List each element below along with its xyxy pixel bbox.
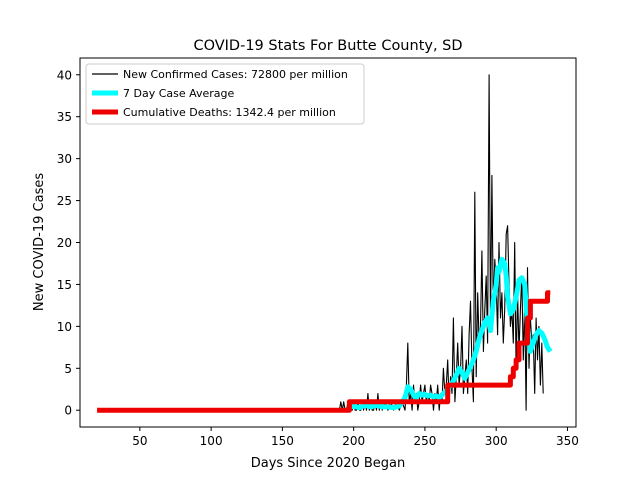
x-axis-label: Days Since 2020 Began xyxy=(251,456,406,471)
x-tick-label: 350 xyxy=(556,434,579,448)
x-axis-ticks: 50 100 150 200 250 300 350 xyxy=(132,427,579,448)
y-tick-label: 0 xyxy=(64,404,72,418)
y-tick-label: 10 xyxy=(57,320,72,334)
x-tick-label: 300 xyxy=(485,434,508,448)
y-tick-label: 15 xyxy=(57,278,72,292)
y-tick-label: 20 xyxy=(57,236,72,250)
plot-frame xyxy=(79,57,577,428)
y-tick-label: 40 xyxy=(57,68,72,82)
x-tick-label: 50 xyxy=(132,434,147,448)
legend-box xyxy=(85,63,365,125)
y-tick-label: 35 xyxy=(57,110,72,124)
y-tick-label: 5 xyxy=(64,362,72,376)
x-tick-label: 100 xyxy=(200,434,223,448)
y-axis-ticks: 0 5 10 15 20 25 30 35 40 xyxy=(57,68,80,418)
legend-label-new-cases: New Confirmed Cases: 72800 per million xyxy=(123,68,348,81)
y-tick-label: 25 xyxy=(57,194,72,208)
legend: New Confirmed Cases: 72800 per million 7… xyxy=(85,63,365,125)
chart-title: COVID-19 Stats For Butte County, SD xyxy=(193,38,462,54)
y-axis-label: New COVID-19 Cases xyxy=(32,173,47,311)
y-tick-label: 30 xyxy=(57,152,72,166)
x-tick-label: 200 xyxy=(342,434,365,448)
x-tick-label: 250 xyxy=(413,434,436,448)
legend-label-cumulative-deaths: Cumulative Deaths: 1342.4 per million xyxy=(123,106,336,119)
x-tick-label: 150 xyxy=(271,434,294,448)
legend-label-7-day-average: 7 Day Case Average xyxy=(123,87,235,100)
series-layer xyxy=(97,74,553,413)
series-cumulative-deaths-line xyxy=(97,290,551,413)
series-seven-day-average-line xyxy=(347,256,553,411)
